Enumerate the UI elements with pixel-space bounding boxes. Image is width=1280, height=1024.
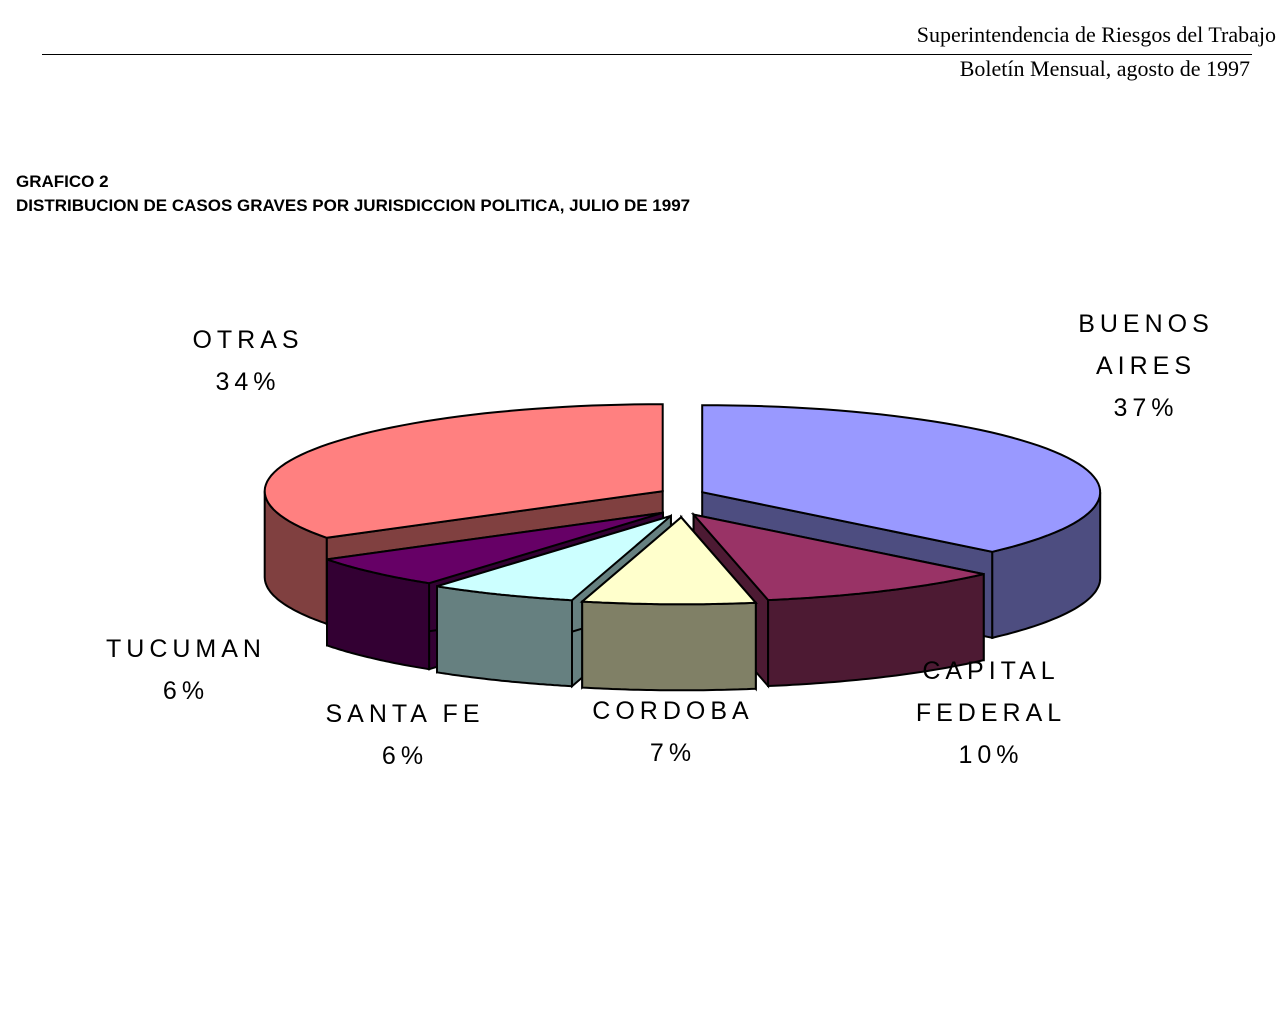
slice-percent: 37% [1113, 394, 1179, 422]
slice-name: FEDERAL [915, 699, 1067, 727]
pie-slice-top-cordoba [579, 515, 758, 606]
slice-percent: 34% [215, 368, 281, 396]
pie-slice-wall-cordoba [581, 600, 757, 692]
chart-number: GRAFICO 2 [16, 172, 109, 191]
slice-label-otras: OTRAS 34% [168, 319, 328, 403]
pie-slice-top-buenos-aires [701, 404, 1102, 553]
slice-label-santa-fe: SANTA FE 6% [300, 693, 510, 777]
pie-slice-top-otras [263, 403, 664, 539]
slice-name: CORDOBA [592, 697, 754, 725]
pie-slice-top-capital-federal [690, 513, 984, 602]
slice-name: AIRES [1095, 352, 1197, 380]
slice-name: SANTA FE [325, 700, 485, 728]
pie-slice-top-santa-fe [436, 514, 672, 602]
slice-name: TUCUMAN [106, 635, 266, 663]
slice-label-tucuman: TUCUMAN 6% [86, 628, 286, 712]
slice-label-capital-federal: CAPITAL FEDERAL 10% [895, 650, 1087, 776]
slice-label-buenos-aires: BUENOS AIRES 37% [1060, 303, 1232, 429]
slice-percent: 10% [958, 741, 1024, 769]
slice-percent: 7% [649, 739, 697, 767]
chart-title: DISTRIBUCION DE CASOS GRAVES POR JURISDI… [16, 196, 691, 215]
slice-name: OTRAS [192, 326, 304, 354]
header-divider [42, 54, 1252, 55]
slice-percent: 6% [381, 742, 429, 770]
slice-label-cordoba: CORDOBA 7% [570, 690, 776, 774]
pie-slice-capital-federal [690, 511, 985, 689]
header-organization: Superintendencia de Riesgos del Trabajo [916, 22, 1276, 47]
pie-slice-wall-santa-fe [436, 585, 573, 688]
slice-percent: 6% [162, 677, 210, 705]
slice-name: CAPITAL [922, 657, 1060, 685]
slice-name: BUENOS [1078, 310, 1214, 338]
header-publication: Boletín Mensual, agosto de 1997 [959, 56, 1250, 81]
pie-slice-top-tucuman [326, 511, 664, 585]
pie-slice-cordoba [579, 514, 758, 692]
